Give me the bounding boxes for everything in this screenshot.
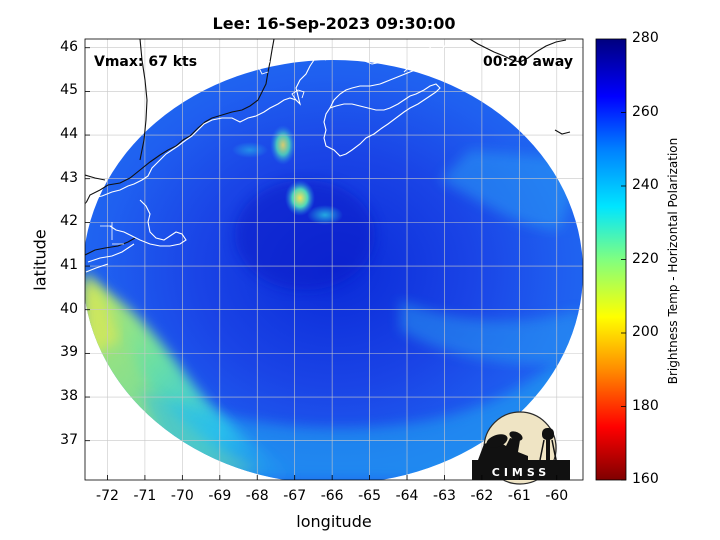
map-grid — [85, 39, 583, 480]
y-tick-label: 41 — [60, 257, 78, 274]
x-axis-label: longitude — [296, 512, 372, 531]
cimss-logo — [472, 411, 570, 485]
x-tick-label: -71 — [133, 488, 157, 504]
x-tick-label: -61 — [507, 488, 531, 504]
colorbar-tick-label: 260 — [632, 103, 659, 120]
x-tick-label: -62 — [470, 488, 494, 504]
colorbar-tick-label: 220 — [632, 250, 659, 267]
y-tick-label: 46 — [60, 38, 78, 55]
time-offset-label: 00:20 away — [483, 54, 573, 70]
map-title: Lee: 16-Sep-2023 09:30:00 — [212, 14, 456, 33]
y-tick-label: 42 — [60, 213, 78, 230]
colorbar-tick-label: 180 — [632, 397, 659, 414]
coastlines — [85, 39, 571, 273]
y-tick-label: 40 — [60, 300, 78, 317]
axis-ticks — [85, 47, 558, 480]
x-tick-label: -69 — [208, 488, 232, 504]
x-tick-label: -63 — [433, 488, 456, 504]
y-tick-label: 44 — [60, 126, 78, 143]
x-tick-label: -64 — [395, 488, 419, 504]
x-tick-label: -67 — [283, 488, 307, 504]
cimss-logo-text: CIMSS — [492, 466, 550, 479]
colorbar-label: Brightness Temp - Horizontal Polarizatio… — [666, 137, 680, 385]
vmax-label: Vmax: 67 kts — [94, 54, 198, 70]
y-tick-label: 37 — [60, 431, 78, 448]
axes-frame — [84, 38, 584, 481]
y-tick-label: 39 — [60, 344, 78, 361]
y-tick-label: 43 — [60, 169, 78, 186]
y-tick-label: 45 — [60, 82, 78, 99]
x-tick-label: -70 — [170, 488, 194, 504]
y-axis-label: latitude — [30, 229, 50, 291]
colorbar-tick-label: 280 — [632, 30, 659, 46]
y-tick-label: 38 — [60, 388, 78, 405]
colorbar-tick-label: 240 — [632, 177, 659, 193]
x-tick-label: -66 — [320, 488, 344, 504]
x-tick-label: -60 — [545, 488, 569, 504]
x-tick-label: -68 — [245, 488, 269, 504]
satellite-swath — [85, 60, 583, 480]
x-tick-label: -65 — [358, 488, 381, 504]
colorbar-ticks — [621, 38, 626, 481]
x-tick-label: -72 — [96, 488, 119, 504]
colorbar-tick-label: 160 — [632, 471, 659, 487]
colorbar-tick-label: 200 — [632, 324, 659, 340]
